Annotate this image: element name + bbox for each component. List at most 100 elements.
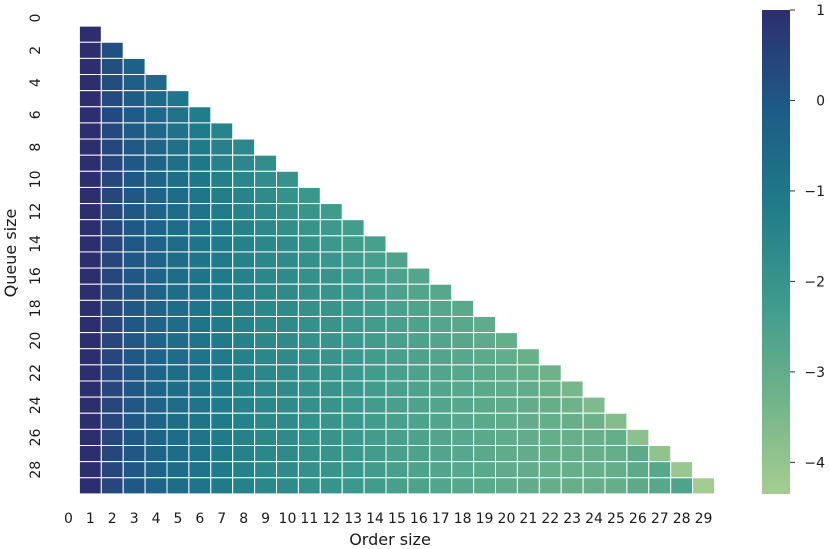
heatmap-cell [254,267,278,285]
heatmap-cell [385,428,409,447]
heatmap-cell [276,461,299,479]
heatmap-cell [188,251,212,269]
x-tick-label: 28 [673,511,691,527]
x-tick-label: 5 [173,511,182,527]
heatmap-cell [78,283,102,301]
heatmap-cell [429,364,453,382]
heatmap-cell [363,348,387,366]
y-axis-label: Queue size [1,209,20,298]
heatmap-cell [276,267,299,285]
heatmap-cell [451,412,475,430]
heatmap-cell [122,74,146,92]
heatmap-cell [100,283,124,301]
heatmap-cell [166,186,190,205]
x-tick-label: 9 [261,511,270,527]
x-tick-label: 1 [86,511,95,527]
y-tick-label: 14 [28,235,44,253]
heatmap-cell [276,380,299,398]
x-tick-label: 18 [454,511,472,527]
heatmap-cell [451,477,475,495]
heatmap-cell [78,41,102,59]
heatmap-cell [473,428,497,447]
heatmap-cell [100,186,124,205]
colorbar-tick-label: 1 [816,3,825,19]
heatmap-cell [385,364,409,382]
heatmap-cell [232,138,256,156]
heatmap-cell [538,412,562,430]
heatmap-cell [297,251,321,269]
heatmap-cell [78,90,102,108]
heatmap-cell [297,283,321,301]
heatmap-cell [319,477,343,495]
heatmap-cell [232,219,256,237]
heatmap-cell [232,477,256,495]
heatmap-cell [78,445,102,463]
heatmap-cell [297,364,321,382]
heatmap-cell [451,396,475,414]
x-tick-label: 26 [629,511,647,527]
heatmap-cell [78,299,102,317]
heatmap-cell [297,219,321,237]
heatmap-cell [473,364,497,382]
heatmap-cell [648,461,672,479]
heatmap-cell [100,74,124,92]
heatmap-cell [144,461,168,479]
heatmap-cell [122,122,146,140]
x-tick-label: 15 [388,511,406,527]
heatmap-cell [122,219,146,237]
heatmap-cell [276,315,299,334]
heatmap-cell [407,283,431,301]
heatmap-cell [538,396,562,414]
heatmap-cell [78,74,102,92]
heatmap-cell [100,461,124,479]
heatmap-cell [144,186,168,205]
heatmap-cell [538,380,562,398]
heatmap-cell [582,477,606,495]
heatmap-cell [188,106,212,124]
heatmap-cell [122,154,146,172]
heatmap-cell [210,299,234,317]
heatmap-cell [100,90,124,108]
y-tick-label: 10 [28,170,44,188]
heatmap-cell [319,283,343,301]
heatmap-cell [429,396,453,414]
heatmap-cell [122,186,146,205]
heatmap-cell [166,380,190,398]
heatmap-cell [319,380,343,398]
heatmap-cell [604,461,628,479]
heatmap-cell [341,251,365,269]
heatmap-cell [166,477,190,495]
heatmap-cell [232,412,256,430]
heatmap-cell [254,477,278,495]
heatmap-cell [210,380,234,398]
heatmap-cell [363,477,387,495]
heatmap-cell [276,364,299,382]
colorbar-tick-label: −4 [804,455,825,471]
heatmap-cell [78,57,102,76]
heatmap-cell [166,332,190,350]
heatmap-cell [166,235,190,253]
heatmap-cell [254,299,278,317]
heatmap-cell [144,477,168,495]
heatmap-cell [319,267,343,285]
heatmap-cell [385,445,409,463]
heatmap-cell [232,396,256,414]
heatmap-cell [407,428,431,447]
heatmap-cell [78,267,102,285]
x-tick-label: 4 [152,511,161,527]
heatmap-cell [122,138,146,156]
heatmap-cell [78,348,102,366]
heatmap-cell [451,380,475,398]
heatmap-cell [341,235,365,253]
heatmap-cell [341,267,365,285]
x-tick-label: 20 [498,511,516,527]
heatmap-cell [495,396,518,414]
heatmap-cell [78,138,102,156]
heatmap-cell [144,428,168,447]
heatmap-cell [407,315,431,334]
heatmap-cell [188,267,212,285]
heatmap-cell [78,186,102,205]
heatmap-cell [276,186,299,205]
heatmap-cell [188,299,212,317]
heatmap-cell [122,251,146,269]
